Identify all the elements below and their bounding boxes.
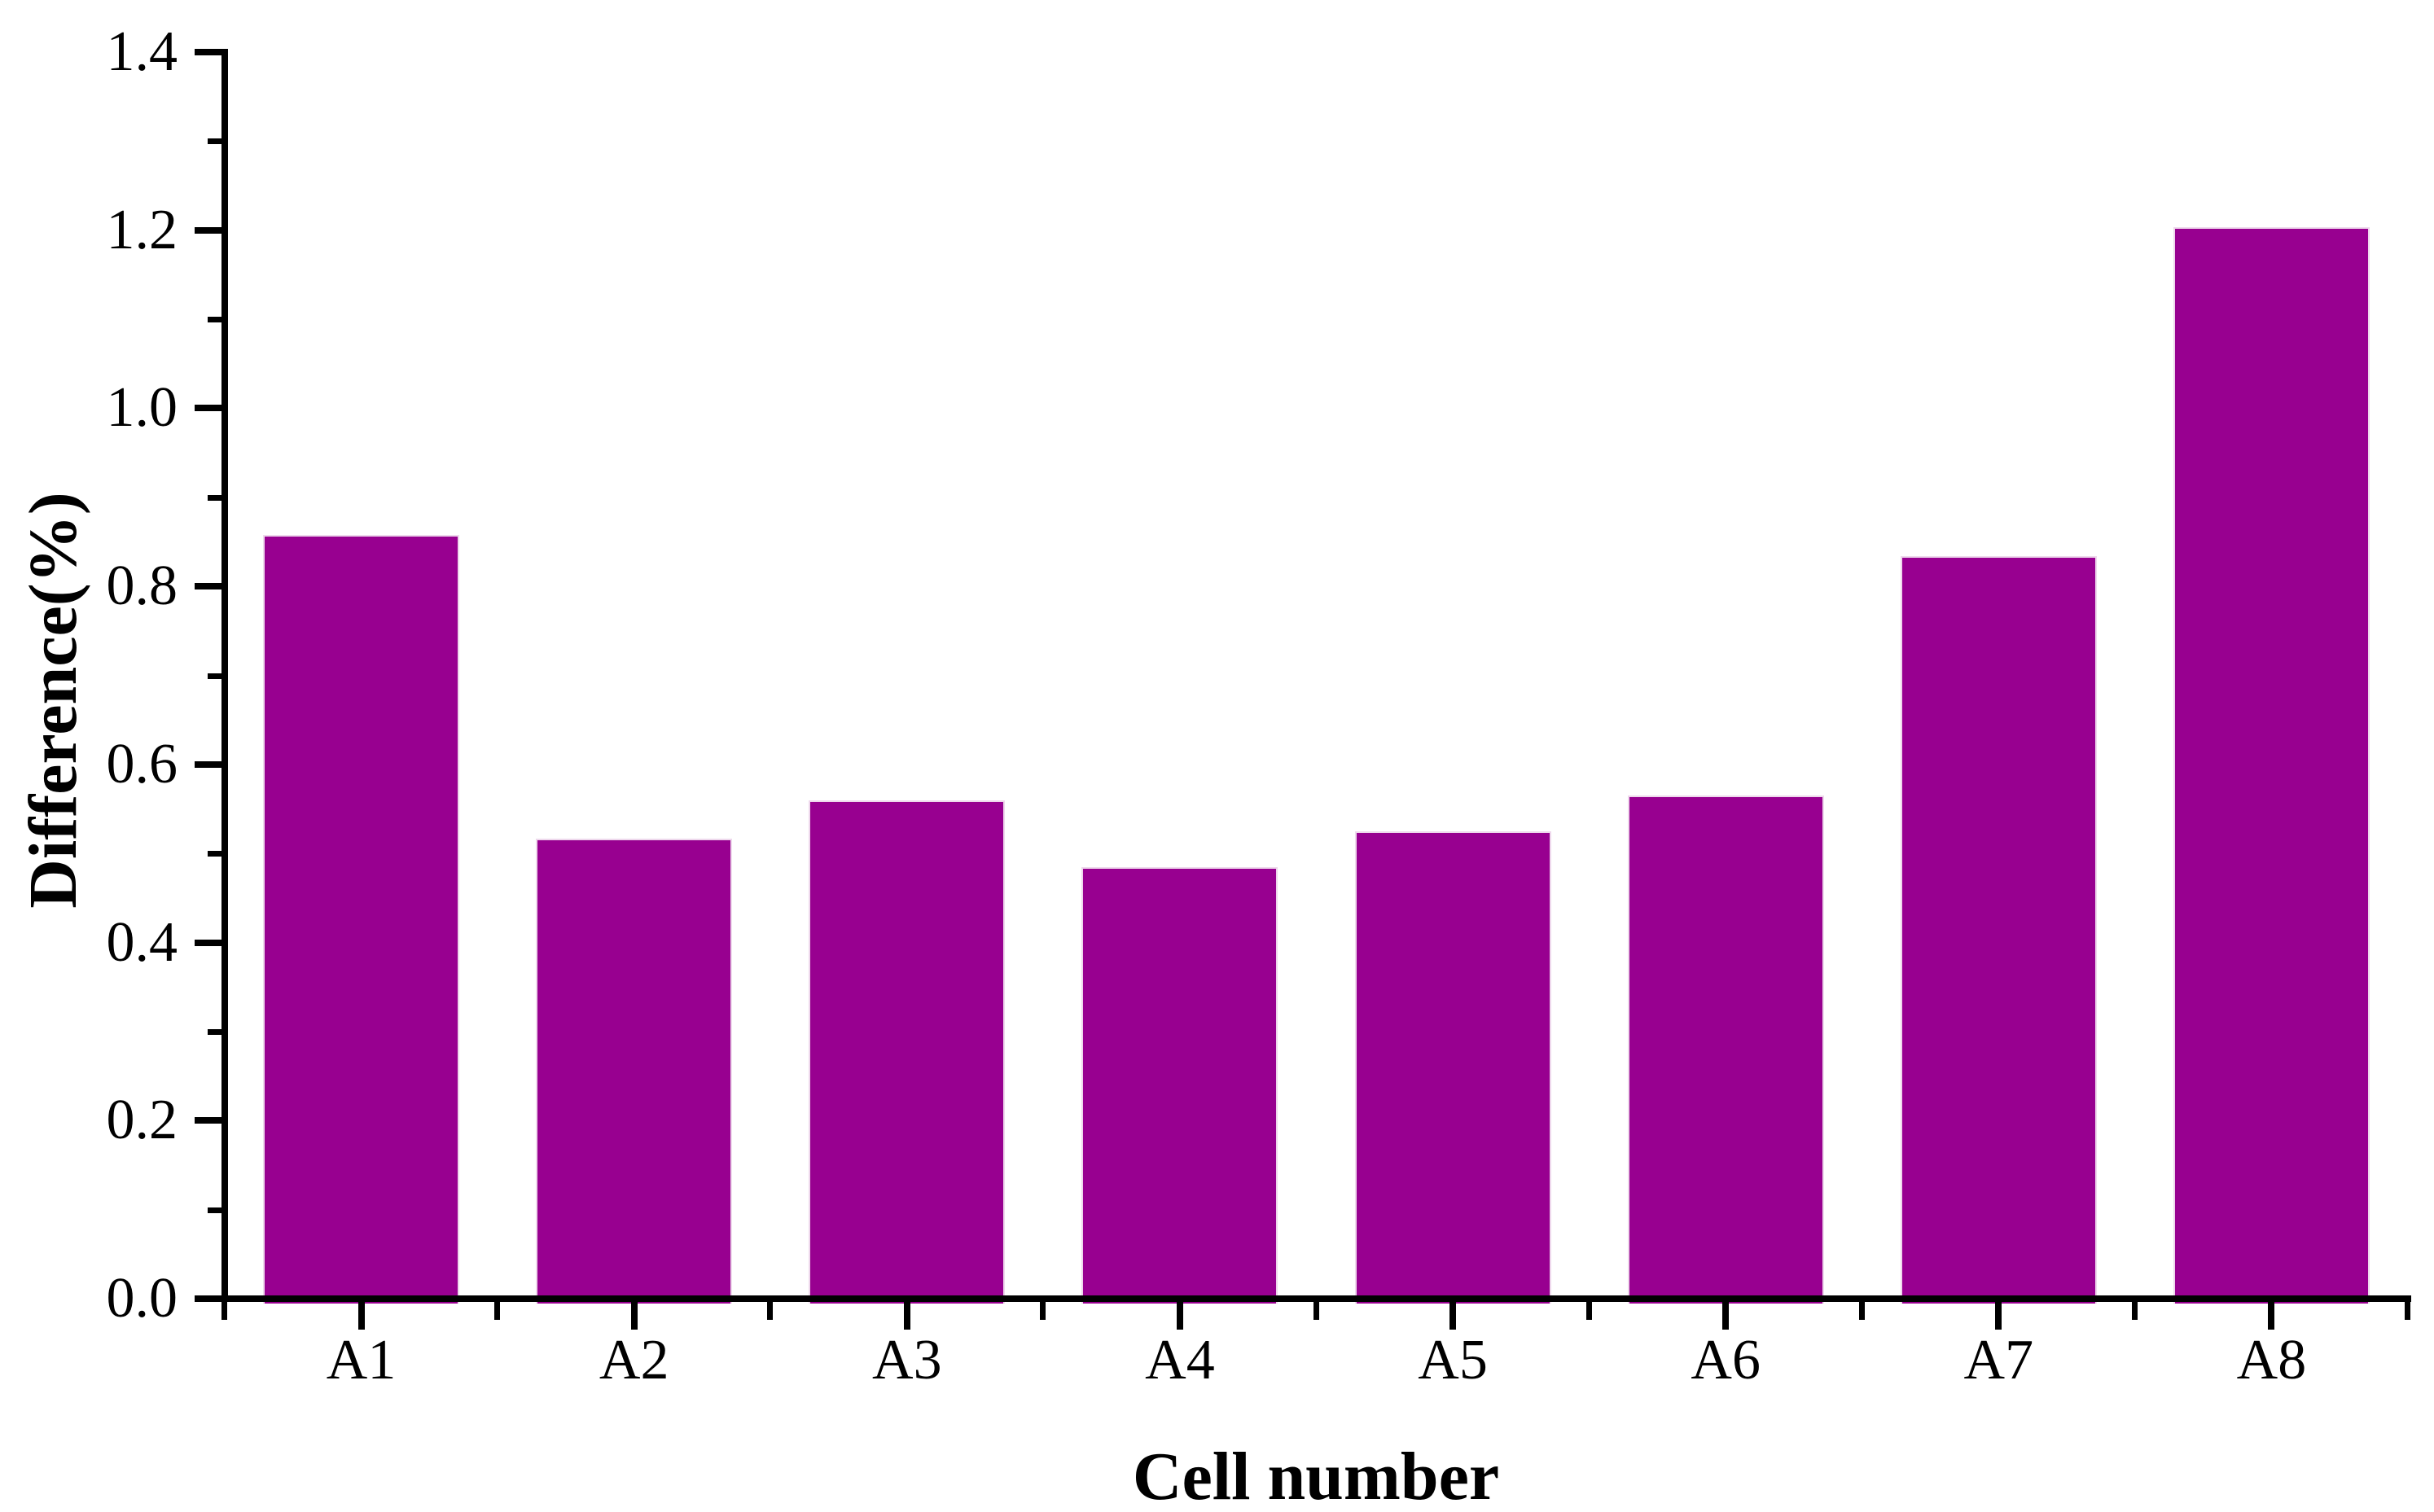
- x-tick-label-A7: A7: [1963, 1329, 2034, 1391]
- y-minor-tick: [208, 1207, 225, 1213]
- x-tick-label-A3: A3: [872, 1329, 942, 1391]
- y-major-tick-6: [195, 226, 225, 234]
- bar-A2: [536, 838, 733, 1304]
- x-minor-tick: [494, 1302, 501, 1320]
- x-minor-tick: [1585, 1302, 1592, 1320]
- y-major-tick-7: [195, 49, 225, 55]
- x-axis-line: [221, 1295, 2411, 1302]
- x-tick-label-A6: A6: [1691, 1329, 1761, 1391]
- y-tick-label-6: 1.2: [106, 198, 178, 261]
- y-major-tick-0: [195, 1295, 225, 1302]
- x-tick-label-A1: A1: [326, 1329, 397, 1391]
- y-major-tick-1: [195, 1117, 225, 1124]
- x-tick-label-A5: A5: [1418, 1329, 1488, 1391]
- x-major-tick-A8: [2268, 1302, 2275, 1330]
- x-major-tick-A4: [1176, 1302, 1183, 1330]
- bar-A3: [809, 800, 1006, 1304]
- y-major-tick-3: [195, 760, 225, 768]
- bar-A7: [1900, 555, 2097, 1304]
- x-minor-tick: [767, 1302, 774, 1320]
- bar-A8: [2173, 227, 2370, 1304]
- x-minor-tick: [2405, 1302, 2410, 1320]
- y-minor-tick: [208, 1028, 225, 1035]
- x-axis-title: Cell number: [1132, 1439, 1500, 1512]
- bar-A5: [1354, 831, 1551, 1304]
- x-minor-tick: [1858, 1302, 1865, 1320]
- y-tick-label-4: 0.8: [106, 554, 178, 618]
- bar-A4: [1081, 866, 1278, 1304]
- x-tick-label-A8: A8: [2236, 1329, 2307, 1391]
- x-major-tick-A5: [1449, 1302, 1457, 1330]
- y-minor-tick: [208, 851, 225, 857]
- y-minor-tick: [208, 494, 225, 501]
- x-tick-label-A2: A2: [599, 1329, 669, 1391]
- bar-A6: [1627, 795, 1824, 1304]
- x-minor-tick: [2131, 1302, 2138, 1320]
- x-major-tick-A7: [1995, 1302, 2002, 1330]
- y-major-tick-2: [195, 939, 225, 946]
- y-major-tick-4: [195, 583, 225, 590]
- y-tick-label-2: 0.4: [106, 910, 178, 974]
- x-major-tick-A1: [357, 1302, 365, 1330]
- y-minor-tick: [208, 673, 225, 679]
- y-tick-label-7: 1.4: [106, 20, 178, 83]
- x-major-tick-A2: [630, 1302, 638, 1330]
- y-minor-tick: [208, 138, 225, 145]
- y-tick-label-0: 0.0: [106, 1267, 178, 1330]
- x-tick-label-A4: A4: [1145, 1329, 1215, 1391]
- y-minor-tick: [208, 317, 225, 323]
- y-tick-label-1: 0.2: [106, 1089, 178, 1152]
- x-minor-tick: [221, 1302, 227, 1320]
- bar-A1: [263, 534, 460, 1304]
- y-axis-line: [221, 49, 228, 1302]
- x-major-tick-A3: [903, 1302, 910, 1330]
- y-axis-title: Difference(%): [15, 492, 91, 909]
- y-major-tick-5: [195, 405, 225, 412]
- x-minor-tick: [1040, 1302, 1046, 1320]
- y-tick-label-5: 1.0: [106, 376, 178, 440]
- x-minor-tick: [1313, 1302, 1319, 1320]
- x-major-tick-A6: [1722, 1302, 1730, 1330]
- y-tick-label-3: 0.6: [106, 732, 178, 795]
